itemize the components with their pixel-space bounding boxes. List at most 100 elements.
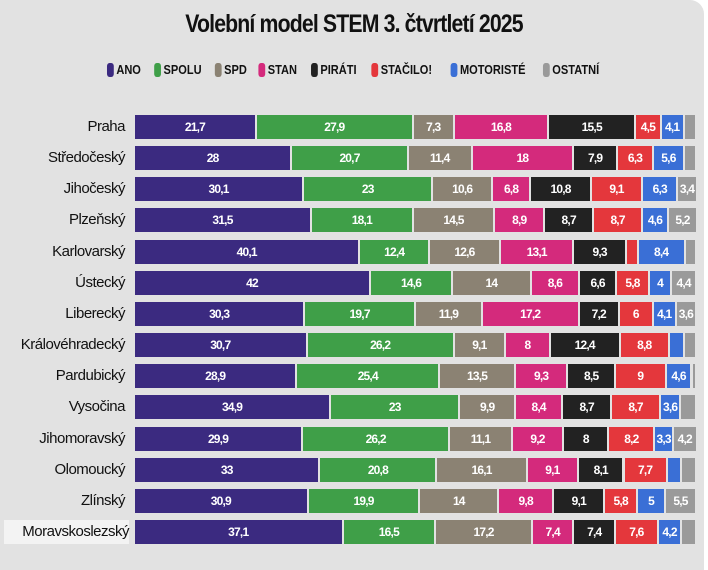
bar-segment-spolu: 19,7 <box>305 301 414 326</box>
bar-segment-ano: 33 <box>135 457 319 482</box>
bar-segment-ano: 30,9 <box>135 488 307 513</box>
bar-segment-spolu: 23 <box>331 395 459 420</box>
legend-swatch <box>258 62 266 77</box>
bar-segment-ostatní <box>682 519 695 544</box>
bar-segment-stačilo!: 7,6 <box>616 519 657 544</box>
bar-segment-ostatní: 5,5 <box>666 488 695 513</box>
category-label: Olomoucký <box>54 460 125 478</box>
bar-segment-motoristé: 4,2 <box>658 519 681 544</box>
bar-segment-stan: 18 <box>472 146 572 171</box>
bar-segment-spd: 14 <box>453 270 530 295</box>
bar-segment-ano: 21,7 <box>135 115 255 139</box>
legend-label: ANO <box>116 62 141 77</box>
bar-segment-stan: 9,1 <box>527 457 577 482</box>
legend-item: MOTORISTÉ <box>450 62 525 77</box>
bar-segment-piráti: 8,1 <box>578 457 623 482</box>
bar-segment-spd: 12,6 <box>430 239 499 264</box>
bar-segment-ano: 28 <box>135 146 291 171</box>
legend-label: MOTORISTÉ <box>459 62 526 77</box>
bar-segment-stan: 7,4 <box>532 519 573 544</box>
legend-item: SPOLU <box>154 62 201 77</box>
legend: ANO SPOLU SPD STAN PIRÁTI STAČILO! MOTORISTÉ OS… <box>0 62 708 77</box>
bar-segment-stačilo!: 8,8 <box>620 333 669 358</box>
legend-swatch <box>371 62 379 77</box>
bar-segment-motoristé: 8,4 <box>638 239 684 264</box>
bar-segment-ano: 37,1 <box>135 519 342 544</box>
legend-swatch <box>106 62 114 77</box>
legend-item: STAČILO! <box>371 62 433 77</box>
bar-segment-stan: 9,8 <box>499 488 553 513</box>
bar-segment-spd: 7,3 <box>413 115 453 139</box>
bar-segment-motoristé: 4,6 <box>643 208 667 233</box>
bar-segment-stan: 9,2 <box>512 426 563 451</box>
bar-segment-ostatní: 5,2 <box>668 208 697 233</box>
legend-item: OSTATNÍ <box>542 62 600 77</box>
category-label: Vysočina <box>68 398 126 416</box>
bar-segment-spolu: 27,9 <box>256 115 412 139</box>
bar-segment-stačilo! <box>626 239 637 264</box>
bar-segment-spd: 14 <box>420 488 498 513</box>
bar-segment-motoristé: 4 <box>649 270 671 295</box>
bar-segment-ostatní: 4,4 <box>672 270 695 295</box>
category-label: Praha <box>87 118 125 135</box>
bar-segment-stan: 8,6 <box>531 270 579 295</box>
bar-segment-spolu: 26,2 <box>307 333 453 358</box>
legend-label: STAN <box>268 62 298 77</box>
legend-swatch <box>310 62 318 77</box>
legend-label: OSTATNÍ <box>552 62 600 77</box>
bar-segment-motoristé: 4,6 <box>666 364 691 389</box>
bar-segment-stačilo!: 6 <box>620 301 652 326</box>
category-label: Jihočeský <box>63 180 126 198</box>
legend-swatch <box>450 62 458 77</box>
bar-segment-ano: 29,9 <box>135 426 302 451</box>
bar-segment-ostatní: 4,2 <box>673 426 696 451</box>
bar-segment-spd: 16,1 <box>437 457 526 482</box>
bar-segment-piráti: 8,5 <box>568 364 615 389</box>
bar-segment-stačilo!: 9,1 <box>591 177 642 202</box>
bar-segment-spd: 10,6 <box>433 177 491 202</box>
category-label: Moravskoslezský <box>4 519 130 544</box>
bar-segment-ano: 30,3 <box>135 301 304 326</box>
bar-segment-ostatní <box>685 333 695 358</box>
bar-segment-stan: 17,2 <box>482 301 578 326</box>
bar-segment-stačilo!: 8,2 <box>609 426 654 451</box>
bar-segment-ano: 40,1 <box>135 239 359 264</box>
bar-segment-piráti: 8,7 <box>563 395 611 420</box>
bar-segment-motoristé: 3,3 <box>655 426 672 451</box>
bar-segment-ostatní <box>681 395 695 420</box>
bar-segment-ano: 30,1 <box>135 177 303 202</box>
bar-segment-spolu: 25,4 <box>297 364 439 389</box>
bar-segment-spd: 13,5 <box>440 364 515 389</box>
bar-segment-ostatní <box>692 364 695 389</box>
bar-segment-motoristé: 4,1 <box>661 115 683 139</box>
bar-segment-ano: 42 <box>135 270 370 295</box>
bar-segment-spolu: 23 <box>304 177 432 202</box>
bar-segment-spd: 11,4 <box>408 146 471 171</box>
bar-segment-ostatní: 3,6 <box>676 301 695 326</box>
bar-segment-stan: 8,9 <box>495 208 544 233</box>
bar-segment-ostatní <box>682 457 695 482</box>
category-label: Plzeňský <box>68 211 126 229</box>
bar-segment-motoristé <box>670 333 684 358</box>
bar-segment-piráti: 8,7 <box>545 208 593 233</box>
bar-segment-stačilo!: 8,7 <box>594 208 642 233</box>
bar-segment-ostatní <box>684 115 695 139</box>
bar-segment-piráti: 12,4 <box>550 333 619 358</box>
category-label: Karlovarský <box>52 242 125 260</box>
category-label: Středočeský <box>47 149 126 167</box>
bar-segment-ano: 28,9 <box>135 364 296 389</box>
bar-segment-spd: 14,5 <box>413 208 494 233</box>
bar-segment-stan: 16,8 <box>454 115 548 139</box>
bar-segment-spolu: 16,5 <box>343 519 435 544</box>
bar-segment-spd: 11,9 <box>416 301 481 326</box>
category-label: Liberecký <box>65 304 125 322</box>
bar-segment-piráti: 10,8 <box>531 177 590 202</box>
bar-segment-spd: 11,1 <box>450 426 511 451</box>
chart-title: Volební model STEM 3. čtvrtletí 2025 <box>185 10 523 38</box>
legend-label: SPOLU <box>163 62 202 77</box>
bar-segment-ano: 34,9 <box>135 395 330 420</box>
category-label: Ústecký <box>75 273 125 291</box>
bar-segment-spd: 9,1 <box>454 333 504 358</box>
bar-segment-ostatní: 3,4 <box>678 177 696 202</box>
bar-segment-spolu: 14,6 <box>371 270 452 295</box>
